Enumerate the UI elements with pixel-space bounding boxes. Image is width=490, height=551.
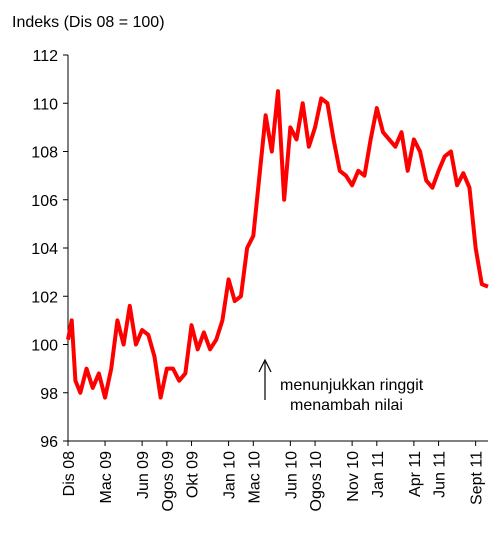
y-tick-label: 96 [40,434,58,451]
annotation: menambah nilai [290,397,403,414]
y-tick-label: 104 [31,241,58,258]
x-tick-label: Nov 10 [345,451,362,502]
x-tick-label: Sept 11 [469,451,486,505]
arrow-head [258,358,272,373]
y-tick-label: 110 [32,96,58,113]
y-tick-label: 112 [32,48,58,65]
y-tick-label: 100 [31,338,58,355]
x-tick-label: Okt 09 [185,451,202,498]
x-tick-label: Jan 11 [370,451,387,498]
y-tick-label: 106 [31,193,58,210]
x-tick-label: Mac 10 [246,451,263,504]
y-tick-label: 98 [40,386,58,403]
annotation: menunjukkan ringgit [280,377,424,394]
x-tick-label: Mac 09 [98,451,115,504]
y-tick-label: 102 [31,289,58,306]
x-tick-label: Ogos 09 [160,451,177,512]
x-tick-label: Apr 11 [407,451,424,497]
x-tick-label: Jun 11 [432,451,449,498]
x-tick-label: Jan 10 [222,451,239,499]
x-tick-label: Ogos 10 [308,451,325,512]
x-tick-label: Jun 10 [283,451,300,499]
x-tick-label: Dis 08 [61,451,78,496]
y-tick-label: 108 [31,145,58,162]
chart-title: Indeks (Dis 08 = 100) [12,14,165,31]
line [66,89,489,400]
x-tick-label: Jun 09 [135,451,152,499]
